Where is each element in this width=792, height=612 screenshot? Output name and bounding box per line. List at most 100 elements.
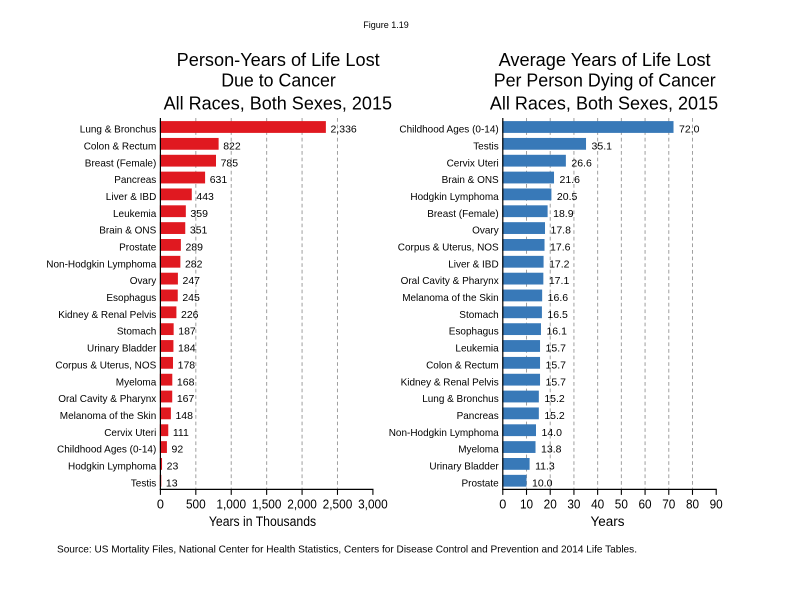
svg-text:184: 184 [178, 343, 196, 355]
svg-text:Prostate: Prostate [119, 242, 156, 254]
svg-text:Leukemia: Leukemia [113, 208, 156, 220]
svg-text:Source: US Mortality Files, Na: Source: US Mortality Files, National Cen… [57, 545, 637, 556]
svg-text:351: 351 [190, 225, 208, 237]
svg-text:Oral Cavity & Pharynx: Oral Cavity & Pharynx [401, 275, 500, 287]
svg-text:Lung & Bronchus: Lung & Bronchus [80, 124, 157, 136]
svg-text:Cervix Uteri: Cervix Uteri [104, 427, 156, 439]
svg-text:Esophagus: Esophagus [106, 292, 156, 304]
svg-text:Ovary: Ovary [472, 225, 499, 237]
svg-text:Non-Hodgkin Lymphoma: Non-Hodgkin Lymphoma [46, 258, 156, 270]
svg-text:Years: Years [590, 514, 624, 529]
svg-text:Cervix Uteri: Cervix Uteri [447, 157, 499, 169]
svg-text:15.7: 15.7 [546, 343, 567, 355]
svg-text:Childhood Ages (0-14): Childhood Ages (0-14) [57, 444, 156, 456]
svg-text:35.1: 35.1 [592, 140, 613, 152]
svg-text:21.6: 21.6 [560, 174, 581, 186]
svg-text:Breast (Female): Breast (Female) [85, 157, 157, 169]
svg-text:Pancreas: Pancreas [114, 174, 156, 186]
svg-text:Liver & IBD: Liver & IBD [106, 191, 157, 203]
svg-text:Corpus & Uterus, NOS: Corpus & Uterus, NOS [398, 242, 499, 254]
svg-text:Esophagus: Esophagus [449, 326, 499, 338]
svg-text:0: 0 [157, 497, 164, 511]
svg-text:Average Years of Life Lost: Average Years of Life Lost [499, 50, 711, 70]
svg-text:72.0: 72.0 [679, 124, 700, 136]
svg-text:50: 50 [615, 497, 628, 511]
svg-text:15.7: 15.7 [546, 359, 567, 371]
svg-text:Kidney & Renal Pelvis: Kidney & Renal Pelvis [58, 309, 156, 321]
svg-text:187: 187 [178, 326, 196, 338]
svg-text:247: 247 [183, 275, 201, 287]
svg-text:All Races, Both Sexes, 2015: All Races, Both Sexes, 2015 [490, 94, 718, 114]
svg-text:Urinary Bladder: Urinary Bladder [429, 461, 499, 473]
svg-text:14.0: 14.0 [542, 427, 563, 439]
svg-text:443: 443 [196, 191, 214, 203]
svg-text:23: 23 [167, 461, 179, 473]
svg-text:Pancreas: Pancreas [457, 410, 499, 422]
svg-text:Stomach: Stomach [459, 309, 499, 321]
svg-text:Corpus & Uterus, NOS: Corpus & Uterus, NOS [55, 359, 156, 371]
svg-text:Leukemia: Leukemia [455, 343, 498, 355]
svg-text:822: 822 [223, 140, 241, 152]
svg-text:70: 70 [662, 497, 675, 511]
svg-text:Colon & Rectum: Colon & Rectum [426, 359, 499, 371]
svg-text:18.9: 18.9 [553, 208, 574, 220]
svg-text:Urinary Bladder: Urinary Bladder [87, 343, 157, 355]
svg-text:16.6: 16.6 [548, 292, 569, 304]
svg-text:11.3: 11.3 [535, 461, 555, 473]
svg-text:226: 226 [181, 309, 199, 321]
svg-text:Melanoma of the Skin: Melanoma of the Skin [60, 410, 157, 422]
svg-text:90: 90 [710, 497, 723, 511]
svg-text:20: 20 [544, 497, 557, 511]
svg-text:80: 80 [686, 497, 699, 511]
svg-text:26.6: 26.6 [571, 157, 592, 169]
svg-text:2,500: 2,500 [323, 497, 353, 511]
svg-text:Childhood Ages (0-14): Childhood Ages (0-14) [399, 124, 498, 136]
svg-text:2,000: 2,000 [287, 497, 317, 511]
svg-text:631: 631 [210, 174, 228, 186]
svg-text:2,336: 2,336 [330, 124, 356, 136]
svg-text:13.8: 13.8 [541, 444, 562, 456]
svg-text:111: 111 [173, 427, 189, 439]
svg-text:16.5: 16.5 [547, 309, 568, 321]
svg-text:Liver & IBD: Liver & IBD [448, 258, 499, 270]
svg-text:148: 148 [175, 410, 193, 422]
svg-text:Due to Cancer: Due to Cancer [221, 71, 336, 91]
svg-text:167: 167 [177, 393, 195, 405]
svg-text:1,500: 1,500 [252, 497, 282, 511]
svg-text:60: 60 [639, 497, 652, 511]
svg-text:Colon & Rectum: Colon & Rectum [84, 140, 157, 152]
svg-text:Non-Hodgkin Lymphoma: Non-Hodgkin Lymphoma [389, 427, 499, 439]
svg-text:40: 40 [591, 497, 604, 511]
svg-text:16.1: 16.1 [546, 326, 567, 338]
svg-text:0: 0 [499, 497, 506, 511]
svg-text:17.1: 17.1 [549, 275, 570, 287]
svg-text:168: 168 [177, 376, 195, 388]
svg-text:17.2: 17.2 [549, 258, 570, 270]
svg-text:15.2: 15.2 [544, 410, 565, 422]
svg-text:Myeloma: Myeloma [116, 376, 157, 388]
svg-text:Myeloma: Myeloma [458, 444, 499, 456]
svg-text:Melanoma of the Skin: Melanoma of the Skin [402, 292, 499, 304]
svg-text:178: 178 [178, 359, 196, 371]
svg-text:Person-Years of Life Lost: Person-Years of Life Lost [177, 50, 380, 70]
svg-text:10: 10 [520, 497, 533, 511]
svg-text:Figure 1.19: Figure 1.19 [363, 20, 409, 30]
svg-text:15.2: 15.2 [544, 393, 565, 405]
svg-text:1,000: 1,000 [216, 497, 246, 511]
svg-text:Per Person Dying of Cancer: Per Person Dying of Cancer [494, 71, 716, 91]
svg-text:282: 282 [185, 258, 203, 270]
svg-text:Prostate: Prostate [462, 477, 499, 489]
svg-text:Brain & ONS: Brain & ONS [442, 174, 499, 186]
svg-text:Ovary: Ovary [130, 275, 157, 287]
svg-text:Years in Thousands: Years in Thousands [209, 514, 316, 529]
svg-text:Lung & Bronchus: Lung & Bronchus [422, 393, 499, 405]
svg-text:92: 92 [172, 444, 184, 456]
svg-text:30: 30 [567, 497, 580, 511]
svg-text:20.5: 20.5 [557, 191, 578, 203]
svg-text:245: 245 [182, 292, 200, 304]
svg-text:17.6: 17.6 [550, 242, 571, 254]
svg-text:Brain & ONS: Brain & ONS [99, 225, 156, 237]
svg-text:Kidney & Renal Pelvis: Kidney & Renal Pelvis [401, 376, 499, 388]
svg-text:Hodgkin Lymphoma: Hodgkin Lymphoma [410, 191, 498, 203]
svg-text:Testis: Testis [473, 140, 499, 152]
